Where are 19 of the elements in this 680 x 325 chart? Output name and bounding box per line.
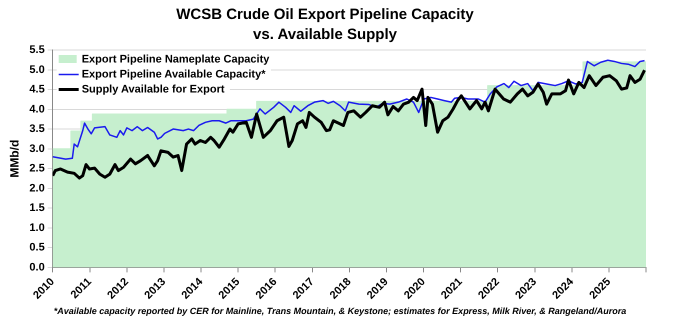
y-tick-label: 3.5 bbox=[29, 123, 45, 136]
y-tick-label: 5.5 bbox=[29, 44, 45, 56]
y-tick-label: 4.5 bbox=[29, 84, 45, 96]
legend-label: Export Pipeline Nameplate Capacity bbox=[82, 54, 270, 66]
y-axis-title: MMb/d bbox=[8, 140, 22, 178]
y-tick-label: 2.5 bbox=[29, 162, 45, 175]
y-tick-label: 1.5 bbox=[29, 202, 45, 214]
legend-label: Supply Available for Export bbox=[82, 84, 225, 96]
y-tick-label: 0.0 bbox=[29, 261, 45, 274]
y-tick-label: 1.0 bbox=[29, 222, 45, 234]
chart-subtitle: vs. Available Supply bbox=[253, 26, 398, 44]
y-tick-label: 3.0 bbox=[29, 142, 45, 155]
text: *Available capacity reported by CER for Mainline, Trans Mountain, & Keystone; estimates for Express, Milk River, & Rangeland/Aurora bbox=[52, 306, 628, 316]
y-tick-label: 4.0 bbox=[29, 103, 45, 116]
legend-label: Export Pipeline Available Capacity* bbox=[82, 68, 266, 81]
chart-title: WCSB Crude Oil Export Pipeline Capacity bbox=[176, 6, 474, 24]
y-tick-label: 2.0 bbox=[29, 182, 45, 194]
y-tick-label: 5.0 bbox=[29, 64, 45, 76]
y-tick-label: 0.5 bbox=[29, 242, 45, 254]
